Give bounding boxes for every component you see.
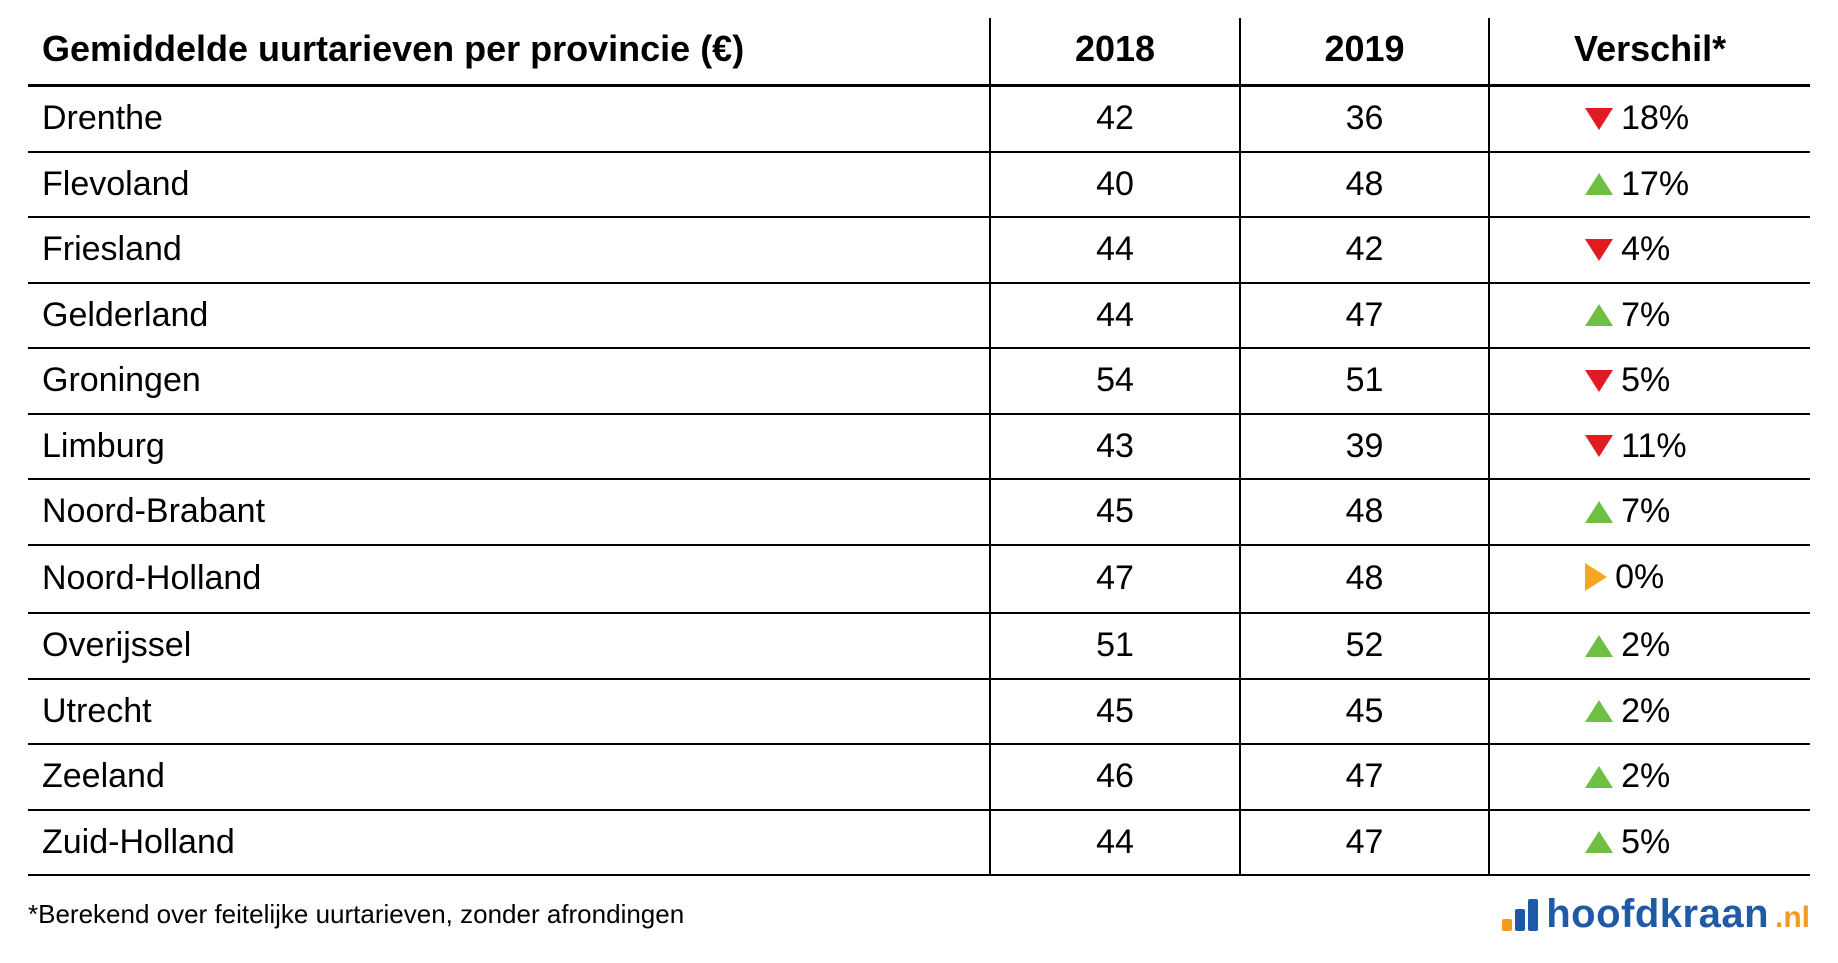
arrow-up-icon [1585,501,1613,523]
diff-percent: 5% [1621,361,1670,400]
cell-province: Limburg [28,414,990,480]
table-row: Overijssel5152 2% [28,613,1810,679]
cell-diff: 2% [1489,613,1810,679]
cell-2019: 36 [1240,86,1489,152]
cell-2018: 43 [990,414,1239,480]
cell-diff: 7% [1489,479,1810,545]
table-row: Zeeland4647 2% [28,744,1810,810]
diff-percent: 18% [1621,99,1689,138]
cell-2018: 45 [990,479,1239,545]
cell-diff: 4% [1489,217,1810,283]
cell-2019: 42 [1240,217,1489,283]
cell-province: Groningen [28,348,990,414]
table-row: Noord-Holland4748 0% [28,545,1810,614]
arrow-right-icon [1585,563,1607,591]
diff-percent: 7% [1621,492,1670,531]
cell-2018: 47 [990,545,1239,614]
cell-province: Flevoland [28,152,990,218]
cell-diff: 2% [1489,679,1810,745]
diff-percent: 2% [1621,757,1670,796]
table-row: Drenthe4236 18% [28,86,1810,152]
table-row: Gelderland4447 7% [28,283,1810,349]
table-row: Friesland4442 4% [28,217,1810,283]
footnote-text: *Berekend over feitelijke uurtarieven, z… [28,899,684,930]
col-header-title: Gemiddelde uurtarieven per provincie (€) [28,18,990,86]
brand-logo-mark-icon [1502,899,1538,931]
cell-diff: 7% [1489,283,1810,349]
arrow-up-icon [1585,635,1613,657]
diff-percent: 17% [1621,165,1689,204]
arrow-up-icon [1585,173,1613,195]
col-header-diff: Verschil* [1489,18,1810,86]
table-body: Drenthe423618%Flevoland404817%Friesland4… [28,86,1810,876]
rates-table: Gemiddelde uurtarieven per provincie (€)… [28,18,1810,876]
cell-2019: 52 [1240,613,1489,679]
cell-2018: 51 [990,613,1239,679]
cell-diff: 18% [1489,86,1810,152]
cell-2019: 39 [1240,414,1489,480]
arrow-up-icon [1585,831,1613,853]
diff-percent: 0% [1615,558,1664,597]
cell-province: Drenthe [28,86,990,152]
cell-2018: 46 [990,744,1239,810]
cell-2018: 54 [990,348,1239,414]
diff-percent: 7% [1621,296,1670,335]
cell-2018: 42 [990,86,1239,152]
brand-logo: hoofdkraan.nl [1502,892,1810,937]
cell-province: Noord-Holland [28,545,990,614]
cell-diff: 5% [1489,810,1810,876]
diff-percent: 5% [1621,823,1670,862]
table-row: Noord-Brabant4548 7% [28,479,1810,545]
cell-province: Utrecht [28,679,990,745]
table-row: Groningen5451 5% [28,348,1810,414]
footer: *Berekend over feitelijke uurtarieven, z… [28,876,1810,937]
cell-2019: 47 [1240,283,1489,349]
brand-logo-word: hoofdkraan [1546,892,1769,937]
cell-2018: 44 [990,217,1239,283]
page-wrap: Gemiddelde uurtarieven per provincie (€)… [0,0,1838,947]
arrow-down-icon [1585,370,1613,392]
table-row: Flevoland4048 17% [28,152,1810,218]
cell-province: Zuid-Holland [28,810,990,876]
cell-diff: 17% [1489,152,1810,218]
table-row: Limburg4339 11% [28,414,1810,480]
arrow-up-icon [1585,304,1613,326]
cell-2018: 44 [990,810,1239,876]
cell-2019: 48 [1240,545,1489,614]
cell-province: Zeeland [28,744,990,810]
cell-2019: 48 [1240,152,1489,218]
cell-2018: 44 [990,283,1239,349]
cell-diff: 2% [1489,744,1810,810]
table-header-row: Gemiddelde uurtarieven per provincie (€)… [28,18,1810,86]
cell-diff: 11% [1489,414,1810,480]
cell-province: Friesland [28,217,990,283]
table-row: Utrecht45452% [28,679,1810,745]
arrow-down-icon [1585,435,1613,457]
diff-percent: 11% [1621,427,1687,466]
cell-2019: 51 [1240,348,1489,414]
cell-diff: 0% [1489,545,1810,614]
arrow-up-icon [1585,700,1613,722]
cell-2019: 47 [1240,810,1489,876]
arrow-down-icon [1585,108,1613,130]
diff-percent: 2% [1621,692,1670,731]
col-header-2018: 2018 [990,18,1239,86]
cell-province: Gelderland [28,283,990,349]
table-row: Zuid-Holland4447 5% [28,810,1810,876]
diff-percent: 2% [1621,626,1670,665]
cell-2018: 45 [990,679,1239,745]
col-header-2019: 2019 [1240,18,1489,86]
cell-2019: 47 [1240,744,1489,810]
arrow-up-icon [1585,766,1613,788]
cell-2018: 40 [990,152,1239,218]
cell-province: Overijssel [28,613,990,679]
cell-province: Noord-Brabant [28,479,990,545]
diff-percent: 4% [1621,230,1670,269]
cell-2019: 45 [1240,679,1489,745]
arrow-down-icon [1585,239,1613,261]
cell-2019: 48 [1240,479,1489,545]
brand-logo-tld: .nl [1775,901,1810,935]
cell-diff: 5% [1489,348,1810,414]
